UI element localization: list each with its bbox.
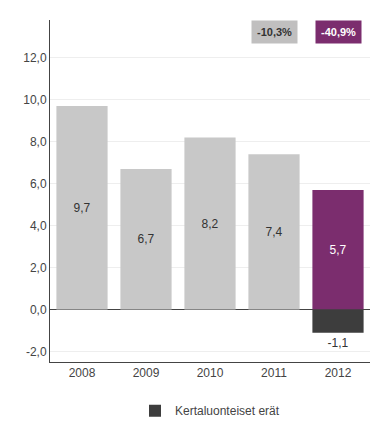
svg-text:9,7: 9,7	[73, 201, 90, 215]
svg-text:-40,9%: -40,9%	[321, 26, 356, 38]
svg-text:2012: 2012	[325, 366, 352, 380]
svg-text:-10,3%: -10,3%	[257, 26, 292, 38]
svg-text:2,0: 2,0	[30, 261, 47, 275]
svg-text:8,2: 8,2	[201, 217, 218, 231]
svg-text:0,0: 0,0	[30, 303, 47, 317]
svg-text:Kertaluonteiset erät: Kertaluonteiset erät	[175, 404, 280, 418]
svg-text:2011: 2011	[261, 366, 287, 380]
svg-text:4,0: 4,0	[30, 219, 47, 233]
svg-text:5,7: 5,7	[329, 243, 346, 257]
svg-text:2010: 2010	[197, 366, 224, 380]
svg-text:-2,0: -2,0	[26, 345, 47, 359]
svg-text:8,0: 8,0	[30, 135, 47, 149]
svg-text:10,0: 10,0	[23, 93, 47, 107]
svg-text:12,0: 12,0	[23, 51, 47, 65]
svg-text:6,7: 6,7	[137, 232, 154, 246]
svg-text:2009: 2009	[133, 366, 160, 380]
svg-text:7,4: 7,4	[265, 225, 282, 239]
svg-text:2008: 2008	[69, 366, 96, 380]
svg-text:6,0: 6,0	[30, 177, 47, 191]
svg-text:-1,1: -1,1	[327, 336, 348, 350]
